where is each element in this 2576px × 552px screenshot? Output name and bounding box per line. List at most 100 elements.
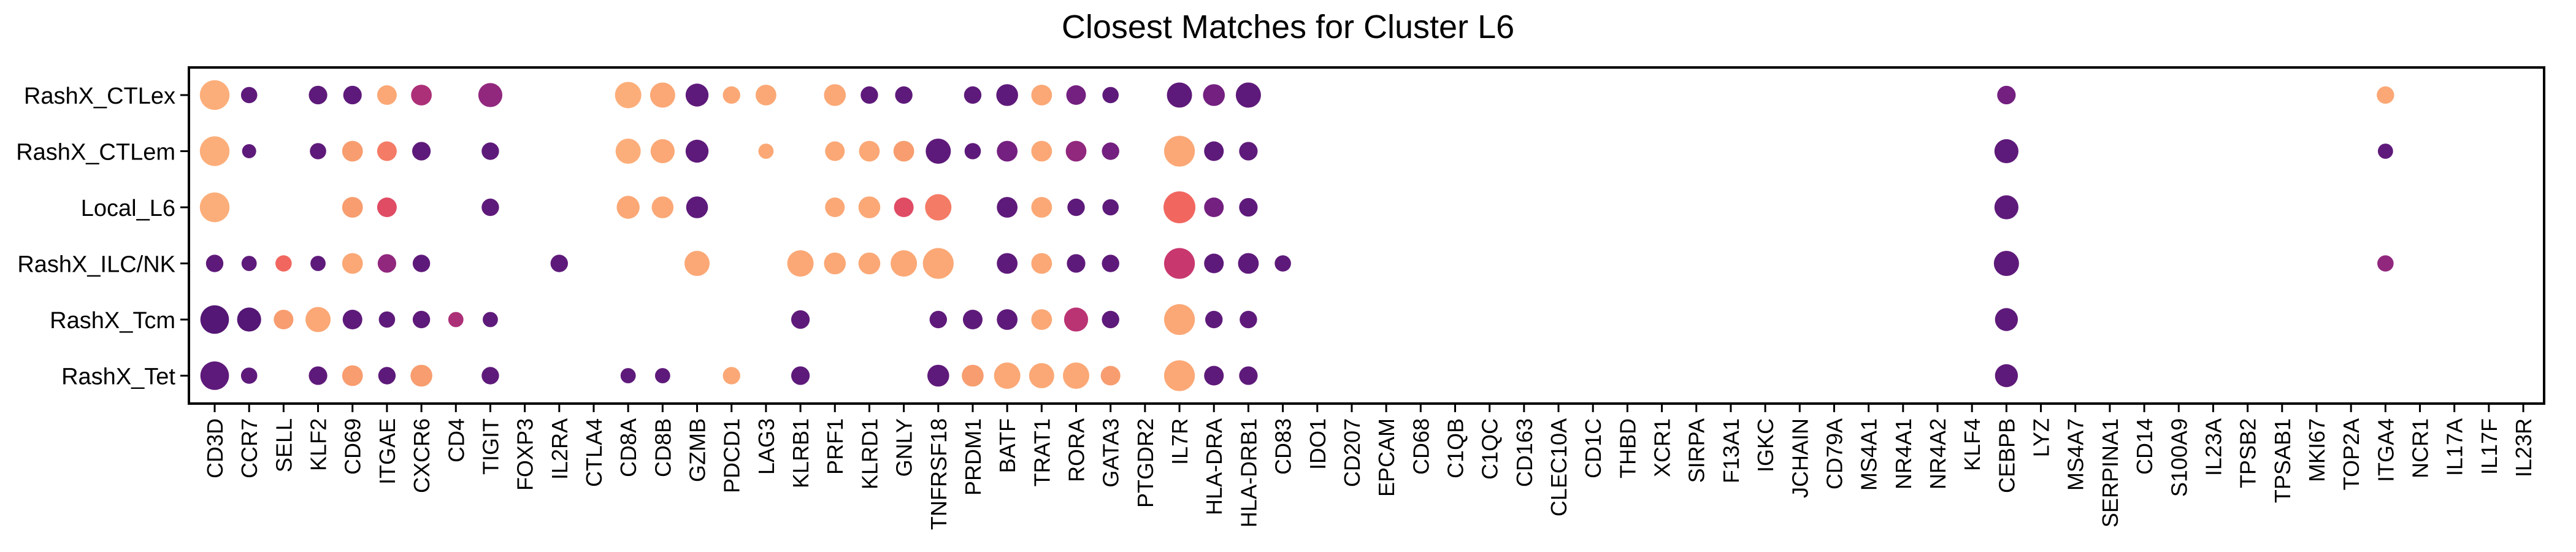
dot-rashx-ctlex-cxcr6	[411, 85, 432, 105]
x-tick-label: CEBPB	[1994, 418, 2019, 493]
x-tick-label: KLRB1	[788, 418, 813, 488]
x-tick-label: TPSAB1	[2270, 418, 2295, 503]
dot-rashx-ilc-nk-il2ra	[550, 255, 568, 272]
dot-local-l6-rora	[1067, 198, 1085, 217]
dot-rashx-ctlex-cd3d	[199, 80, 230, 110]
dot-rashx-ctlex-gata3	[1102, 86, 1119, 104]
dot-rashx-ctlem-cd3d	[199, 136, 230, 166]
dot-rashx-ctlex-gzmb	[685, 83, 709, 107]
dot-rashx-tcm-cd3d	[200, 305, 229, 334]
dot-rashx-ctlem-ccr7	[242, 144, 256, 158]
dot-rashx-ilc-nk-prf1	[824, 252, 846, 275]
y-tick-label: RashX_Tcm	[50, 308, 175, 334]
x-tick-label: NR4A1	[1891, 418, 1916, 489]
x-tick-label: IL23R	[2511, 418, 2536, 477]
x-tick-label: PDCD1	[719, 418, 745, 493]
dot-rashx-ctlex-pdcd1	[723, 86, 740, 104]
x-tick-label: MS4A1	[1857, 418, 1882, 491]
dot-rashx-tet-tnfrsf18	[927, 364, 949, 387]
x-axis: CD3D CCR7 SELL KLF2 CD69 ITGAE CXCR6 CD4 TIGIT FO…	[202, 404, 2536, 530]
x-tick-label: LYZ	[2029, 418, 2054, 457]
dot-rashx-tet-cebpb	[1995, 364, 2018, 388]
dot-rashx-ilc-nk-klrd1	[858, 252, 881, 275]
x-tick-label: PRF1	[822, 418, 848, 475]
dot-rashx-ctlem-tnfrsf18	[926, 139, 951, 164]
dot-local-l6-tigit	[481, 198, 499, 217]
x-tick-label: LAG3	[754, 418, 779, 475]
dot-rashx-ilc-nk-trat1	[1031, 253, 1052, 274]
x-tick-label: IL17A	[2442, 418, 2467, 476]
x-tick-label: PTGDR2	[1133, 418, 1158, 508]
dot-rashx-tcm-cd69	[342, 310, 362, 329]
x-tick-label: CD68	[1408, 418, 1433, 475]
dot-rashx-ctlem-cd8a	[615, 139, 641, 164]
x-tick-label: MKI67	[2304, 418, 2329, 482]
x-tick-label: S100A9	[2166, 418, 2191, 497]
dot-rashx-tet-cd3d	[200, 361, 229, 390]
x-tick-label: CTLA4	[581, 418, 607, 487]
x-tick-label: CD3D	[202, 418, 228, 478]
dot-rashx-ilc-nk-rora	[1067, 254, 1086, 273]
dot-rashx-tcm-klrb1	[791, 310, 810, 329]
dot-rashx-ctlem-cxcr6	[412, 142, 431, 161]
dot-rashx-ctlex-il7r	[1167, 82, 1192, 108]
dot-rashx-ilc-nk-cd83	[1275, 255, 1291, 272]
dot-rashx-ctlem-lag3	[758, 144, 774, 159]
dot-rashx-ilc-nk-ccr7	[241, 256, 257, 271]
x-tick-label: KLRD1	[857, 418, 882, 489]
x-tick-label: IL7R	[1167, 418, 1192, 465]
dot-local-l6-itgae	[377, 197, 397, 217]
dots-layer	[199, 80, 2394, 391]
x-tick-label: CD14	[2132, 418, 2157, 475]
y-axis: RashX_CTLex RashX_CTLem Local_L6 RashX_ILC/…	[16, 83, 189, 390]
dot-rashx-ctlex-hla-drb1	[1235, 82, 1261, 108]
dot-rashx-tet-hla-dra	[1204, 366, 1224, 386]
dot-local-l6-gata3	[1102, 199, 1119, 216]
x-tick-label: HLA-DRA	[1202, 418, 1227, 515]
dot-rashx-ctlex-itga4	[2377, 86, 2394, 104]
dot-rashx-ctlem-batf	[997, 140, 1018, 162]
x-tick-label: XCR1	[1650, 418, 1675, 477]
dot-rashx-ctlem-klrd1	[859, 140, 880, 162]
y-tick-label: RashX_Tet	[61, 364, 175, 390]
dot-rashx-tcm-sell	[274, 310, 294, 329]
x-tick-label: FOXP3	[513, 418, 538, 491]
dot-rashx-ilc-nk-gnly	[891, 250, 918, 277]
x-tick-label: ITGAE	[375, 418, 400, 485]
dot-rashx-ilc-nk-klf2	[310, 256, 326, 271]
dot-rashx-ilc-nk-klrb1	[787, 250, 814, 277]
dot-rashx-ctlex-cd8b	[650, 82, 675, 108]
dot-rashx-tcm-cxcr6	[412, 310, 431, 329]
dot-rashx-ctlex-lag3	[755, 85, 776, 105]
dot-rashx-ctlex-klf2	[309, 85, 328, 105]
dot-rashx-ilc-nk-cebpb	[1993, 251, 2019, 276]
dot-rashx-ctlex-cebpb	[1997, 85, 2016, 105]
x-tick-label: NCR1	[2408, 418, 2433, 478]
dot-rashx-tet-rora	[1063, 362, 1089, 389]
dot-rashx-ctlex-cd69	[343, 85, 362, 105]
plot-frame	[188, 66, 2545, 405]
x-tick-label: TOP2A	[2339, 418, 2364, 490]
dot-rashx-tet-itgae	[378, 367, 396, 385]
dot-rashx-tcm-batf	[997, 309, 1018, 330]
dot-rashx-ilc-nk-sell	[275, 255, 292, 272]
dot-local-l6-trat1	[1031, 197, 1052, 218]
dot-local-l6-gzmb	[686, 196, 708, 218]
dot-local-l6-cd3d	[199, 192, 230, 223]
x-tick-label: RORA	[1064, 418, 1089, 482]
dot-rashx-tcm-tnfrsf18	[929, 310, 947, 329]
dot-local-l6-cd69	[342, 197, 363, 218]
dot-rashx-tcm-hla-drb1	[1240, 310, 1257, 329]
x-tick-label: SELL	[271, 418, 296, 472]
x-tick-label: NR4A2	[1925, 418, 1950, 489]
dot-local-l6-prf1	[825, 197, 845, 217]
dot-rashx-ilc-nk-tnfrsf18	[922, 248, 954, 279]
dot-rashx-ctlex-ccr7	[240, 86, 258, 104]
dot-rashx-ctlex-prf1	[824, 84, 846, 106]
x-tick-label: CD83	[1271, 418, 1296, 475]
dot-rashx-tcm-tigit	[483, 312, 498, 328]
dot-rashx-ctlex-itgae	[377, 85, 397, 105]
dot-rashx-tet-pdcd1	[723, 367, 740, 385]
dot-rashx-ctlem-cebpb	[1994, 139, 2018, 164]
